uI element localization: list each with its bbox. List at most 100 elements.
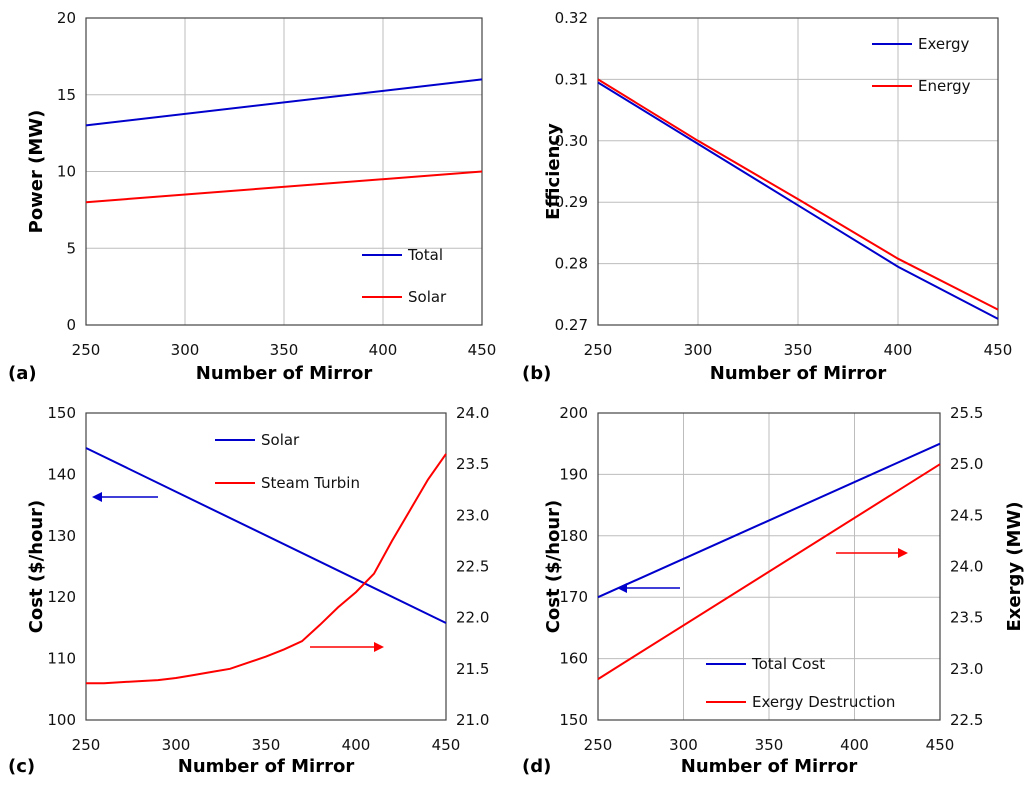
legend-label: Solar <box>261 431 300 449</box>
legend: Exergy Energy <box>872 35 971 95</box>
y-tick-label: 120 <box>47 588 76 606</box>
y-tick-label: 10 <box>57 163 76 181</box>
y2-tick-label: 22.0 <box>456 609 489 627</box>
plot-frame <box>597 412 941 721</box>
x-tick-label: 400 <box>840 736 869 754</box>
panel-label: (b) <box>522 363 551 384</box>
legend: Total Solar <box>362 246 447 306</box>
y-tick-label: 140 <box>47 465 76 483</box>
series-line-energy <box>597 78 999 311</box>
y2-tick-label: 22.5 <box>456 558 489 576</box>
legend-label: Total Cost <box>751 655 825 673</box>
y-tick-label: 180 <box>559 527 588 545</box>
chart-panel-1: 250 300 350 400 450 0 5 10 15 20 Number of Mirror P… <box>8 9 496 384</box>
x-tick-label: 350 <box>784 341 813 359</box>
panel-label: (a) <box>8 363 37 384</box>
chart-panel-3: 250 300 350 400 450 100 110 120 130 140 150 21.0 21.… <box>8 404 489 777</box>
y2-tick-label: 21.5 <box>456 660 489 678</box>
series-line-total <box>85 78 483 127</box>
y-tick-label: 0 <box>66 316 76 334</box>
y-axis-label: Cost ($/hour) <box>543 500 564 634</box>
x-tick-label: 250 <box>584 341 613 359</box>
legend-label: Total <box>407 246 443 264</box>
plot-frame <box>597 17 999 326</box>
y2-tick-label: 25.5 <box>950 404 983 422</box>
y-tick-label: 130 <box>47 527 76 545</box>
x-tick-label: 450 <box>432 736 461 754</box>
y-tick-label: 190 <box>559 465 588 483</box>
y-tick-label: 5 <box>66 239 76 257</box>
x-tick-label: 400 <box>884 341 913 359</box>
y2-tick-label: 24.0 <box>456 404 489 422</box>
x-tick-label: 400 <box>369 341 398 359</box>
y-tick-label: 0.32 <box>555 9 588 27</box>
x-axis-label: Number of Mirror <box>681 756 858 777</box>
arrow-head-right <box>898 548 908 558</box>
x-tick-label: 250 <box>72 736 101 754</box>
x-axis-label: Number of Mirror <box>178 756 355 777</box>
y-tick-label: 20 <box>57 9 76 27</box>
x-tick-label: 300 <box>669 736 698 754</box>
series-line-solar <box>85 170 483 204</box>
x-axis-label: Number of Mirror <box>710 363 887 384</box>
y2-tick-label: 23.0 <box>456 506 489 524</box>
y2-tick-label: 23.5 <box>950 609 983 627</box>
x-tick-label: 250 <box>584 736 613 754</box>
y-tick-label: 100 <box>47 711 76 729</box>
y-tick-label: 0.28 <box>555 255 588 273</box>
y-tick-label: 0.31 <box>555 70 588 88</box>
x-tick-label: 400 <box>342 736 371 754</box>
x-tick-label: 300 <box>171 341 200 359</box>
series-line-total-cost <box>597 442 941 599</box>
chart-panel-4: 250 300 350 400 450 150 160 170 180 190 200 22.5 23.… <box>522 404 1025 777</box>
x-tick-label: 450 <box>926 736 955 754</box>
y-tick-label: 0.30 <box>555 132 588 150</box>
y-tick-label: 150 <box>559 711 588 729</box>
x-tick-label: 250 <box>72 341 101 359</box>
arrow-head-left <box>92 492 102 502</box>
y-axis-label: Cost ($/hour) <box>26 500 47 634</box>
y-tick-label: 0.27 <box>555 316 588 334</box>
y-tick-label: 110 <box>47 650 76 668</box>
series-line-solar <box>85 447 447 624</box>
panel-label: (d) <box>522 756 551 777</box>
legend-label: Exergy <box>918 35 970 53</box>
chart-panel-2: 250 300 350 400 450 0.27 0.28 0.29 0.30 0.31 0.32 N… <box>522 9 1012 384</box>
x-axis-label: Number of Mirror <box>196 363 373 384</box>
y-tick-label: 160 <box>559 650 588 668</box>
y-axis-label: Efficiency <box>543 123 564 220</box>
y-axis-label: Power (MW) <box>26 110 47 234</box>
x-tick-label: 350 <box>252 736 281 754</box>
y2-tick-label: 22.5 <box>950 711 983 729</box>
legend-label: Solar <box>408 288 447 306</box>
x-tick-label: 300 <box>684 341 713 359</box>
arrow-head-right <box>374 642 384 652</box>
y2-tick-label: 23.5 <box>456 455 489 473</box>
arrow-head-left <box>617 583 627 593</box>
x-tick-label: 350 <box>755 736 784 754</box>
x-tick-label: 300 <box>162 736 191 754</box>
legend: Total Cost Exergy Destruction <box>706 655 895 711</box>
y-tick-label: 150 <box>47 404 76 422</box>
series-line-exergy-destruction <box>597 463 941 680</box>
x-tick-label: 450 <box>468 341 497 359</box>
y2-axis-label: Exergy (MW) <box>1004 501 1025 631</box>
legend-label: Steam Turbin <box>261 474 360 492</box>
y2-tick-label: 23.0 <box>950 660 983 678</box>
y-tick-label: 170 <box>559 588 588 606</box>
y2-tick-label: 25.0 <box>950 455 983 473</box>
x-tick-label: 450 <box>984 341 1013 359</box>
y2-tick-label: 24.0 <box>950 558 983 576</box>
legend-label: Energy <box>918 77 971 95</box>
y-tick-label: 0.29 <box>555 193 588 211</box>
x-tick-label: 350 <box>270 341 299 359</box>
y2-tick-label: 24.5 <box>950 506 983 524</box>
panel-label: (c) <box>8 756 35 777</box>
legend: Solar Steam Turbin <box>215 431 360 492</box>
y-tick-label: 15 <box>57 86 76 104</box>
series-line-exergy <box>597 81 999 320</box>
series-line-steam-turbin <box>86 453 447 685</box>
y2-tick-label: 21.0 <box>456 711 489 729</box>
y-tick-label: 200 <box>559 404 588 422</box>
